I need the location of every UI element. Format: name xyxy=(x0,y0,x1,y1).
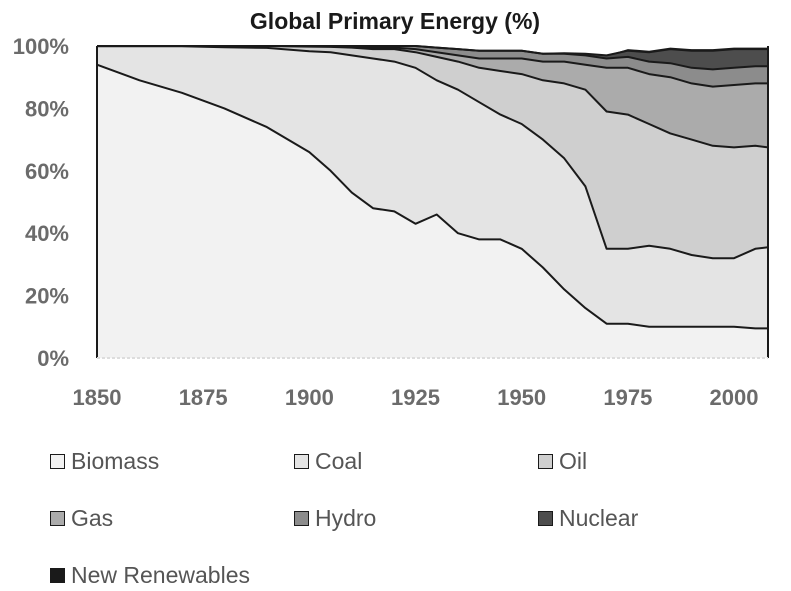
boundary-line-nuclear xyxy=(97,45,768,57)
legend-item-hydro: Hydro xyxy=(294,505,376,532)
chart-title: Global Primary Energy (%) xyxy=(250,8,540,34)
x-tick-label: 1950 xyxy=(497,385,546,410)
legend-item-oil: Oil xyxy=(538,448,587,475)
legend-label: Hydro xyxy=(315,505,377,531)
area-biomass xyxy=(97,64,768,358)
chart-axes xyxy=(96,46,769,359)
x-tick-label: 1875 xyxy=(179,385,228,410)
legend-swatch xyxy=(50,511,65,526)
legend-swatch xyxy=(50,568,65,583)
chart-boundary-lines xyxy=(96,45,769,330)
legend-label: Gas xyxy=(71,505,114,531)
legend-label: Biomass xyxy=(71,448,160,474)
legend-swatch xyxy=(294,454,309,469)
area-gas xyxy=(97,46,768,148)
x-axis-tick-labels: 1850 1875 1900 1925 1950 1975 2000 xyxy=(73,385,759,410)
y-tick-label: 40% xyxy=(25,221,69,246)
x-tick-label: 1975 xyxy=(603,385,652,410)
boundary-line-coal xyxy=(97,45,769,260)
legend-label: Nuclear xyxy=(559,505,639,531)
legend-item-biomass: Biomass xyxy=(50,448,159,475)
legend-item-coal: Coal xyxy=(294,448,362,475)
legend-label: Coal xyxy=(315,448,363,474)
y-tick-label: 100% xyxy=(13,34,69,59)
y-tick-label: 20% xyxy=(25,284,69,309)
y-tick-label: 80% xyxy=(25,96,69,121)
legend-item-new-renewables: New Renewables xyxy=(50,562,250,589)
y-tick-label: 0% xyxy=(37,346,69,371)
legend-item-gas: Gas xyxy=(50,505,113,532)
legend-swatch xyxy=(538,511,553,526)
legend-swatch xyxy=(50,454,65,469)
x-tick-label: 2000 xyxy=(710,385,759,410)
x-tick-label: 1850 xyxy=(73,385,122,410)
legend-label: New Renewables xyxy=(71,562,250,588)
y-axis-tick-labels: 0% 20% 40% 60% 80% 100% xyxy=(13,34,69,371)
area-coal xyxy=(97,46,768,329)
chart-areas xyxy=(97,46,768,358)
boundary-line-biomass xyxy=(96,63,768,330)
area-oil xyxy=(97,46,768,259)
x-tick-label: 1925 xyxy=(391,385,440,410)
legend-label: Oil xyxy=(559,448,588,474)
legend-swatch xyxy=(294,511,309,526)
x-tick-label: 1900 xyxy=(285,385,334,410)
area-hydro xyxy=(97,46,768,87)
legend-item-nuclear: Nuclear xyxy=(538,505,638,532)
legend-swatch xyxy=(538,454,553,469)
y-tick-label: 60% xyxy=(25,159,69,184)
